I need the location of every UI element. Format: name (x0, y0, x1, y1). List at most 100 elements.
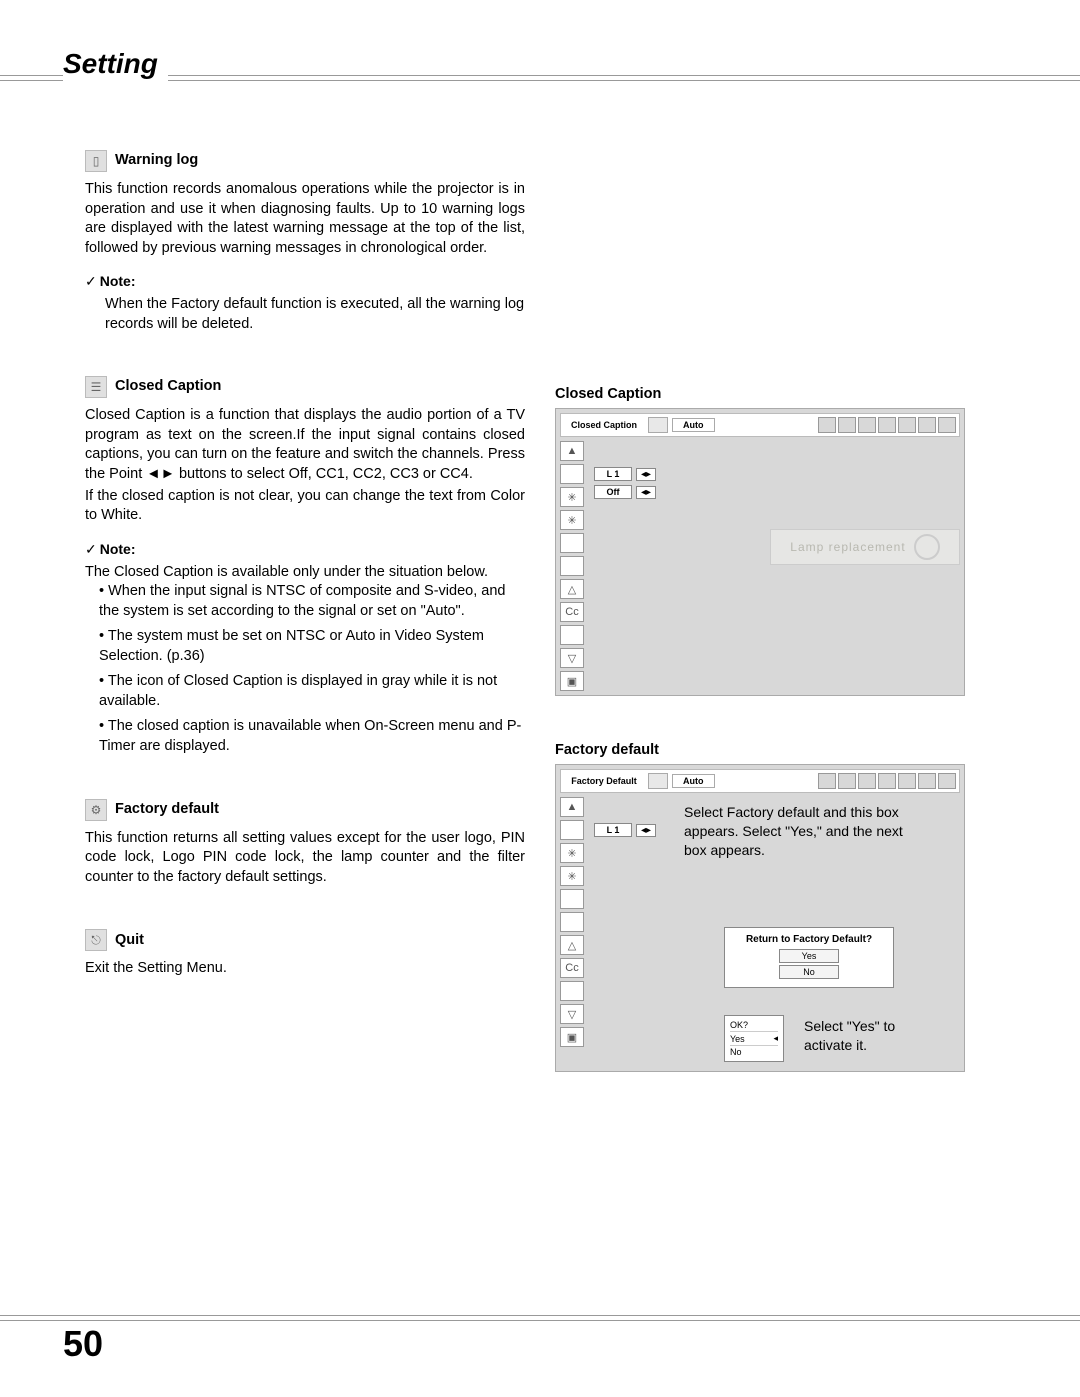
fd-menu-body: ▲ ✳ ✳ △ Cc ▽ ▣ L 1 ◂▸ (560, 797, 960, 1067)
top-icon[interactable] (898, 417, 916, 433)
side-icon[interactable] (560, 464, 584, 484)
top-icon[interactable] (838, 417, 856, 433)
top-icon[interactable] (858, 773, 876, 789)
lr-arrows-icon[interactable]: ◂▸ (636, 824, 656, 837)
fan-icon[interactable]: ✳ (560, 866, 584, 886)
fd-yes-button[interactable]: Yes (779, 949, 839, 963)
quit-body: Exit the Setting Menu. (85, 959, 525, 979)
top-icons-row (818, 773, 956, 789)
fd-body: This function returns all setting values… (85, 829, 525, 888)
cc-bullet-1: When the input signal is NTSC of composi… (99, 582, 525, 621)
cc-off-value[interactable]: Off (594, 485, 632, 499)
side-icon[interactable] (560, 533, 584, 553)
fd-caption-2: Select "Yes" to activate it. (804, 1017, 944, 1055)
warning-note-body: When the Factory default function is exe… (105, 295, 525, 334)
cc-body1: Closed Caption is a function that displa… (85, 406, 525, 484)
top-icon[interactable] (818, 773, 836, 789)
top-icon[interactable] (938, 417, 956, 433)
side-icon[interactable] (560, 556, 584, 576)
fd-topbar: Factory Default Auto (560, 769, 960, 793)
fd-caption-1: Select Factory default and this box appe… (684, 803, 914, 860)
cc-top-label: Closed Caption (564, 420, 644, 430)
cc-icon[interactable]: Cc (560, 602, 584, 622)
top-icons-row (818, 417, 956, 433)
top-icon[interactable] (918, 773, 936, 789)
cc-note-head: Note: (85, 540, 525, 559)
top-icon[interactable] (878, 773, 896, 789)
cc-l1-value[interactable]: L 1 (594, 467, 632, 481)
lamp-text: Lamp replacement (790, 540, 905, 554)
cc-bullet-2: The system must be set on NTSC or Auto i… (99, 627, 525, 666)
lamp-replacement-badge: Lamp replacement (770, 529, 960, 565)
fan-icon[interactable]: ✳ (560, 487, 584, 507)
cc-menu-body: ▲ ✳ ✳ △ Cc ▽ ▣ L 1 ◂▸ (560, 441, 960, 691)
top-icon[interactable] (898, 773, 916, 789)
fd-l1-value[interactable]: L 1 (594, 823, 632, 837)
warning-note-head: Note: (85, 272, 525, 291)
warning-log-icon: ▯ (85, 150, 107, 172)
warning-icon[interactable]: △ (560, 579, 584, 599)
right-cc-heading: Closed Caption (555, 386, 995, 402)
right-fd-heading: Factory default (555, 742, 995, 758)
fan-icon[interactable]: ✳ (560, 843, 584, 863)
exit-icon[interactable]: ▣ (560, 1027, 584, 1047)
warning-icon[interactable]: △ (560, 935, 584, 955)
pointer-icon: ◂ (773, 1033, 778, 1044)
footer-rule (0, 1315, 1080, 1321)
fd-dialog-title: Return to Factory Default? (735, 934, 883, 945)
page-number: 50 (63, 1323, 103, 1365)
top-icon[interactable] (918, 417, 936, 433)
side-icon[interactable] (560, 912, 584, 932)
fd-auto-chip[interactable]: Auto (672, 774, 715, 788)
top-icon[interactable] (838, 773, 856, 789)
quit-icon: ⎋ (85, 929, 107, 951)
quit-head: ⎋ Quit (85, 929, 525, 951)
fd-top-label: Factory Default (564, 776, 644, 786)
fd-menu-mock: Factory Default Auto ▲ ✳ (555, 764, 965, 1072)
fd-ok-no[interactable]: No (730, 1047, 742, 1057)
page-title: Setting (63, 48, 168, 86)
fan-icon[interactable]: ✳ (560, 510, 584, 530)
warning-log-head: ▯ Warning log (85, 150, 525, 172)
side-icon[interactable] (560, 981, 584, 1001)
quit-label: Quit (115, 931, 144, 951)
top-chip-icon (648, 417, 668, 433)
cc-topbar: Closed Caption Auto (560, 413, 960, 437)
top-icon[interactable] (818, 417, 836, 433)
exit-icon[interactable]: ▣ (560, 671, 584, 691)
top-icon[interactable] (878, 417, 896, 433)
cc-label: Closed Caption (115, 377, 221, 397)
right-column: Closed Caption Closed Caption Auto (555, 150, 995, 1072)
fd-ok-label: OK? (730, 1020, 748, 1030)
down-arrow-icon[interactable]: ▽ (560, 648, 584, 668)
cc-menu-mock: Closed Caption Auto ▲ ✳ (555, 408, 965, 696)
top-icon[interactable] (858, 417, 876, 433)
content-area: ▯ Warning log This function records anom… (85, 150, 995, 1072)
top-icon[interactable] (938, 773, 956, 789)
warning-log-label: Warning log (115, 151, 198, 171)
closed-caption-icon: ☰ (85, 376, 107, 398)
top-chip-icon (648, 773, 668, 789)
cc-bullet-4: The closed caption is unavailable when O… (99, 717, 525, 756)
factory-default-icon: ⚙ (85, 799, 107, 821)
cc-side-icons: ▲ ✳ ✳ △ Cc ▽ ▣ (560, 441, 588, 691)
cc-auto-chip[interactable]: Auto (672, 418, 715, 432)
side-icon[interactable] (560, 625, 584, 645)
up-arrow-icon[interactable]: ▲ (560, 441, 584, 461)
fd-head: ⚙ Factory default (85, 799, 525, 821)
down-arrow-icon[interactable]: ▽ (560, 1004, 584, 1024)
cc-icon[interactable]: Cc (560, 958, 584, 978)
cc-row-l1: L 1 ◂▸ (594, 467, 960, 481)
cc-menu-main: L 1 ◂▸ Off ◂▸ Lamp replacement (594, 441, 960, 691)
cc-row-off: Off ◂▸ (594, 485, 960, 499)
fd-menu-main: L 1 ◂▸ Select Factory default and this b… (594, 797, 960, 1067)
cc-bullet-3: The icon of Closed Caption is displayed … (99, 672, 525, 711)
up-arrow-icon[interactable]: ▲ (560, 797, 584, 817)
lr-arrows-icon[interactable]: ◂▸ (636, 486, 656, 499)
side-icon[interactable] (560, 889, 584, 909)
fd-no-button[interactable]: No (779, 965, 839, 979)
lr-arrows-icon[interactable]: ◂▸ (636, 468, 656, 481)
fd-ok-block: OK? Yes ◂ No (724, 1015, 784, 1062)
side-icon[interactable] (560, 820, 584, 840)
fd-ok-yes[interactable]: Yes (730, 1034, 745, 1044)
